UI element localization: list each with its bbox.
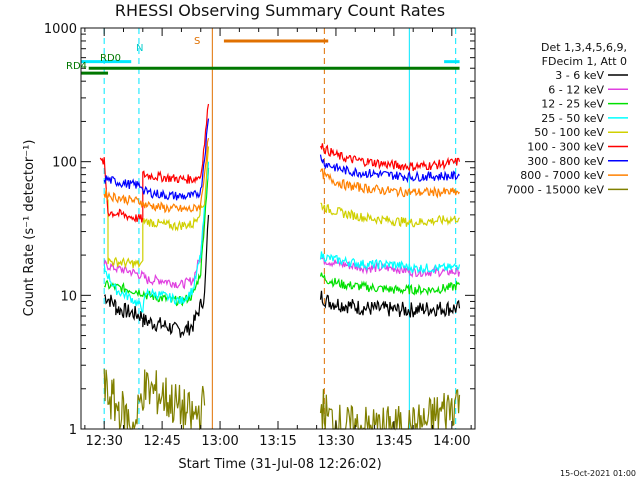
series-2 <box>104 167 461 307</box>
series-7 <box>103 137 460 214</box>
y-axis-label: Count Rate (s⁻¹ detector⁻¹) <box>22 140 37 317</box>
series-6-segment-0 <box>103 118 210 201</box>
series-7-segment-0 <box>103 137 210 214</box>
series-1-segment-0 <box>103 167 210 290</box>
footer-timestamp: 15-Oct-2021 01:00 <box>560 469 636 478</box>
x-tick-label-5: 13:45 <box>375 434 412 449</box>
legend-label-5: 100 - 300 keV <box>527 141 604 154</box>
series-5-segment-0 <box>99 103 210 223</box>
series-2-segment-1 <box>319 272 461 297</box>
series-6 <box>103 118 460 201</box>
legend-label-8: 7000 - 15000 keV <box>506 183 604 196</box>
legend-label-3: 25 - 50 keV <box>541 112 604 125</box>
x-tick-label-0: 12:30 <box>85 434 122 449</box>
legend-label-2: 12 - 25 keV <box>541 98 604 111</box>
x-tick-label-3: 13:15 <box>259 434 296 449</box>
x-tick-label-4: 13:30 <box>317 434 354 449</box>
series-0 <box>103 214 461 338</box>
y-tick-label-2: 100 <box>52 156 77 171</box>
series-0-segment-1 <box>319 290 461 318</box>
x-axis-ticks: 12:30 12:45 13:00 13:15 13:30 13:45 14:00 <box>84 28 472 449</box>
series-8 <box>103 368 461 431</box>
legend-label-0: 3 - 6 keV <box>555 69 604 82</box>
status-flags <box>81 39 460 75</box>
series-7-segment-1 <box>319 168 460 199</box>
legend-label-7: 800 - 7000 keV <box>520 169 604 182</box>
y-tick-label-1: 10 <box>60 289 77 304</box>
y-axis-ticks: 1 10 100 1000 <box>44 22 475 438</box>
chart-title: RHESSI Observing Summary Count Rates <box>115 1 445 20</box>
series-3-segment-0 <box>103 161 210 313</box>
legend-label-1: 6 - 12 keV <box>548 83 604 96</box>
series-2-segment-0 <box>104 167 210 307</box>
series-group <box>99 103 461 431</box>
annotation-rd4: RD4 <box>66 61 87 72</box>
legend-header-1: Det 1,3,4,5,6,9, <box>541 41 627 54</box>
y-tick-label-3: 1000 <box>44 22 77 37</box>
series-4-segment-1 <box>320 202 460 228</box>
series-0-segment-0 <box>103 214 210 338</box>
x-axis-label: Start Time (31-Jul-08 12:26:02) <box>178 457 381 472</box>
annotation-night: N <box>136 43 143 54</box>
legend-header-2: FDecim 1, Att 0 <box>542 55 627 68</box>
series-8-segment-0 <box>103 368 206 431</box>
annotation-rd0: RD0 <box>100 53 121 64</box>
vertical-markers <box>103 28 457 429</box>
series-8-segment-1 <box>319 388 461 431</box>
series-1 <box>103 167 461 290</box>
x-tick-label-2: 13:00 <box>201 434 238 449</box>
plot-frame <box>80 27 476 430</box>
annotation-saa: S <box>194 36 200 47</box>
series-4 <box>103 146 460 269</box>
x-tick-label-6: 14:00 <box>433 434 470 449</box>
series-3 <box>103 161 461 313</box>
legend: Det 1,3,4,5,6,9, FDecim 1, Att 0 3 - 6 k… <box>506 41 628 196</box>
series-5 <box>99 103 461 223</box>
series-5-segment-1 <box>319 143 461 172</box>
series-6-segment-1 <box>319 154 460 184</box>
x-tick-label-1: 12:45 <box>143 434 180 449</box>
series-3-segment-1 <box>319 251 461 275</box>
y-tick-label-0: 1 <box>69 423 77 438</box>
legend-label-4: 50 - 100 keV <box>534 126 604 139</box>
legend-label-6: 300 - 800 keV <box>527 155 604 168</box>
series-4-segment-0 <box>103 146 210 269</box>
